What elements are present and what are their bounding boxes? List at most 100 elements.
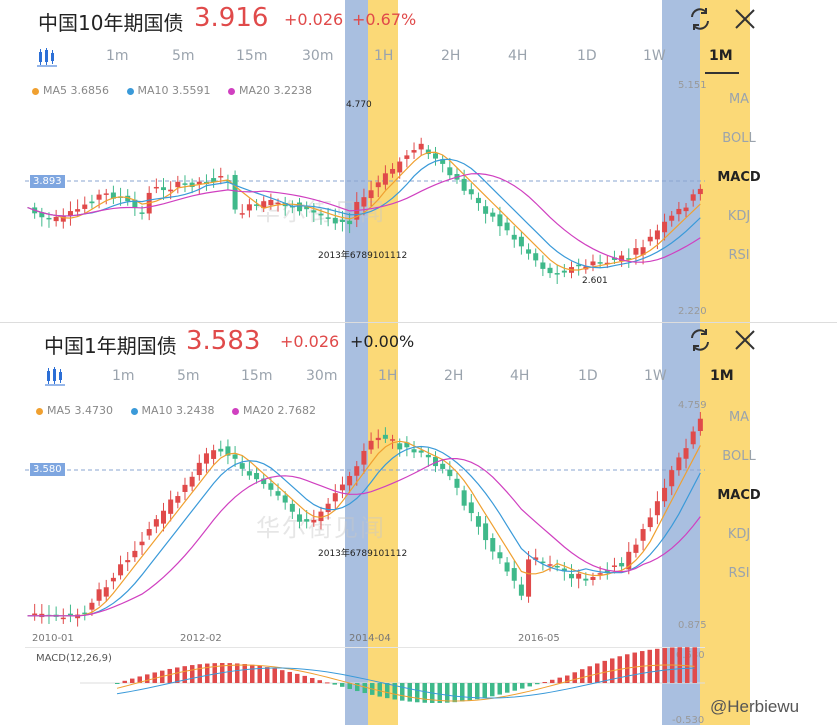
macd-bar xyxy=(685,647,690,683)
candle xyxy=(411,150,417,153)
refresh-icon[interactable] xyxy=(686,326,714,354)
macd-bar xyxy=(445,683,450,703)
tab-30m[interactable]: 30m xyxy=(302,48,334,64)
candle xyxy=(669,470,675,487)
tab-4h[interactable]: 4H xyxy=(508,48,528,64)
ma10-legend: MA10 3.2438 xyxy=(130,404,215,417)
candle xyxy=(533,557,539,560)
tab-1m-monthly[interactable]: 1M xyxy=(710,368,734,384)
indicator-macd[interactable]: MACD xyxy=(717,488,761,503)
macd-bar xyxy=(347,683,352,689)
candle xyxy=(325,217,331,219)
indicator-ma[interactable]: MA xyxy=(728,92,750,107)
year-annotation: 2013年6789101112 xyxy=(318,251,408,261)
tab-1m-monthly[interactable]: 1M xyxy=(709,48,733,64)
macd-bar xyxy=(535,683,540,685)
tab-1h[interactable]: 1H xyxy=(374,48,394,64)
tab-15m[interactable]: 15m xyxy=(236,48,268,64)
macd-bar xyxy=(557,677,562,683)
macd-bar xyxy=(565,675,570,683)
low-note: 2.601 xyxy=(582,276,608,286)
tab-1d[interactable]: 1D xyxy=(578,368,598,384)
indicator-rsi[interactable]: RSI xyxy=(728,566,750,581)
close-icon[interactable] xyxy=(731,326,759,354)
candlestick-icon[interactable] xyxy=(36,46,58,68)
x-label-2014: 2014-04 xyxy=(349,633,391,644)
candle xyxy=(375,437,381,441)
refresh-icon[interactable] xyxy=(686,5,714,33)
candle xyxy=(583,578,589,581)
candle xyxy=(318,213,324,216)
tab-4h[interactable]: 4H xyxy=(510,368,530,384)
tab-5m[interactable]: 5m xyxy=(172,48,195,64)
candle xyxy=(669,215,675,221)
macd-bar xyxy=(392,683,397,700)
candle xyxy=(626,551,632,570)
indicator-rsi[interactable]: RSI xyxy=(728,248,750,263)
year-annotation-bottom: 2013年6789101112 xyxy=(318,549,408,559)
candle xyxy=(633,544,639,553)
tab-1d[interactable]: 1D xyxy=(577,48,597,64)
macd-bar xyxy=(572,672,577,683)
tab-30m[interactable]: 30m xyxy=(306,368,338,384)
candle xyxy=(468,502,474,514)
indicator-boll[interactable]: BOLL xyxy=(722,449,756,464)
candle xyxy=(375,182,381,188)
candle xyxy=(268,483,274,490)
candle xyxy=(382,434,388,439)
candle xyxy=(390,168,396,174)
candle xyxy=(96,194,102,200)
macd-bar xyxy=(655,648,660,683)
tab-2h[interactable]: 2H xyxy=(444,368,464,384)
macd-bar xyxy=(272,668,277,683)
candle xyxy=(239,213,245,215)
tab-5m[interactable]: 5m xyxy=(177,368,200,384)
bottom-chart-panel: 中国1年期国债 3.583 +0.026 +0.00% 1m 5m 15m 30… xyxy=(0,323,837,726)
candle xyxy=(132,550,138,558)
candle xyxy=(132,199,138,209)
candle xyxy=(125,560,131,563)
macd-bar xyxy=(550,679,555,683)
tab-1w[interactable]: 1W xyxy=(644,368,667,384)
indicator-ma[interactable]: MA xyxy=(728,410,750,425)
candle xyxy=(232,174,238,210)
candle xyxy=(339,484,345,491)
candle xyxy=(39,212,45,218)
macd-bar xyxy=(250,664,255,683)
candlestick-icon[interactable] xyxy=(44,365,66,387)
macd-bar xyxy=(355,683,360,692)
candle xyxy=(325,503,331,513)
tab-15m[interactable]: 15m xyxy=(241,368,273,384)
close-icon[interactable] xyxy=(731,5,759,33)
candle xyxy=(411,449,417,453)
macd-bar xyxy=(467,683,472,701)
ma5-label: MA5 3.4730 xyxy=(47,404,113,417)
tab-1w[interactable]: 1W xyxy=(643,48,666,64)
high-note: 4.770 xyxy=(346,100,372,110)
tab-2h[interactable]: 2H xyxy=(441,48,461,64)
candle xyxy=(676,457,682,471)
candle xyxy=(60,617,66,620)
macd-bar xyxy=(227,663,232,683)
candle xyxy=(218,448,224,452)
candle xyxy=(189,182,195,187)
x-label-2016: 2016-05 xyxy=(518,633,560,644)
tab-1m[interactable]: 1m xyxy=(106,48,129,64)
macd-bar xyxy=(542,681,547,683)
tab-1m[interactable]: 1m xyxy=(112,368,135,384)
indicator-kdj[interactable]: KDJ xyxy=(727,209,751,224)
candle xyxy=(683,207,689,212)
indicator-kdj[interactable]: KDJ xyxy=(727,527,751,542)
indicator-macd[interactable]: MACD xyxy=(717,170,761,185)
macd-bar xyxy=(295,673,300,683)
candle xyxy=(67,211,73,216)
macd-bar xyxy=(475,683,480,700)
active-tab-underline xyxy=(705,72,739,74)
macd-bar xyxy=(362,683,367,694)
tab-1h[interactable]: 1H xyxy=(378,368,398,384)
candle xyxy=(511,234,517,240)
candle xyxy=(125,195,131,202)
indicator-boll[interactable]: BOLL xyxy=(722,131,756,146)
macd-bar xyxy=(407,683,412,702)
candle xyxy=(590,576,596,580)
